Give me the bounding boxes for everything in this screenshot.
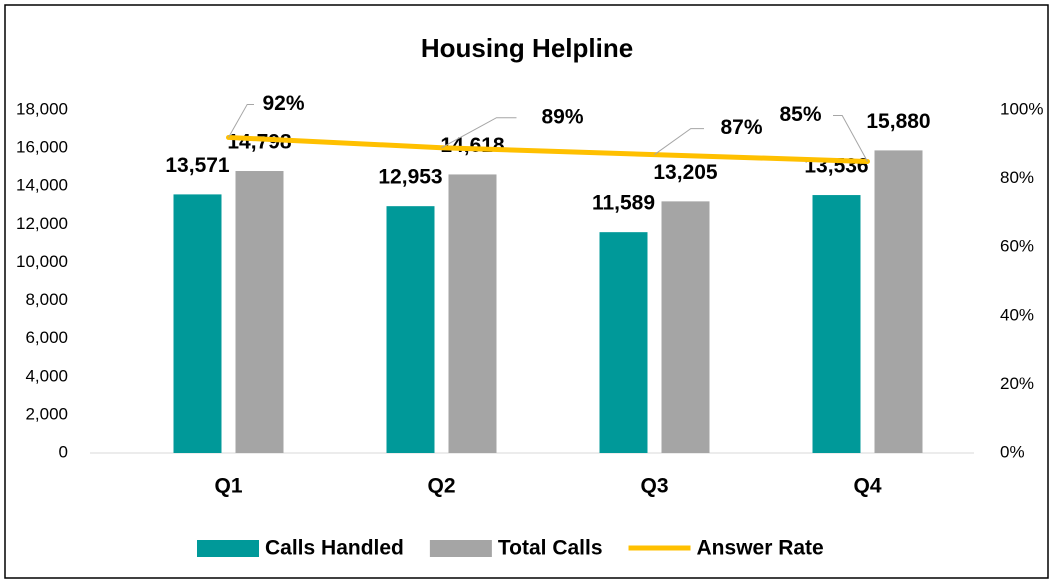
bar [874,150,923,454]
legend-label: Total Calls [498,537,603,560]
bar-value-label: 13,571 [165,154,230,177]
y2-tick-label: 40% [1000,305,1034,324]
bar-value-label: 13,205 [653,161,718,184]
leader-line [654,128,704,155]
y-tick-label: 12,000 [16,214,68,233]
legend-label: Calls Handled [265,537,404,560]
y-tick-label: 14,000 [16,176,68,195]
leader-line [833,114,868,162]
line-value-label: 92% [263,92,305,115]
x-tick-label: Q4 [853,475,881,498]
y-tick-label: 2,000 [25,404,68,423]
line-value-label: 89% [542,105,584,128]
y-tick-label: 18,000 [16,99,68,118]
y2-tick-label: 20% [1000,374,1034,393]
bar [448,174,497,453]
bar [235,171,284,454]
bar-value-label: 15,880 [866,110,930,133]
y-tick-label: 8,000 [25,290,68,309]
y2-tick-label: 0% [1000,442,1025,461]
x-tick-label: Q3 [640,475,668,498]
bar [599,232,648,453]
bar-value-label: 11,589 [592,192,655,215]
legend-swatch [429,540,492,557]
legend-label: Answer Rate [697,537,824,560]
line-value-label: 85% [779,103,821,126]
y2-tick-label: 60% [1000,237,1034,256]
x-tick-label: Q2 [427,475,455,498]
chart-title: Housing Helpline [421,33,633,63]
bar-value-label: 12,953 [378,166,442,189]
y-tick-label: 16,000 [16,138,68,157]
bar [812,195,861,453]
leader-line [228,103,254,138]
bar-value-label: 14,618 [440,134,505,157]
leader-line [441,117,517,149]
bar [661,201,710,453]
line-value-label: 87% [721,116,763,139]
y2-tick-label: 80% [1000,168,1034,187]
y-tick-label: 6,000 [25,328,68,347]
y2-tick-label: 100% [1000,99,1043,118]
x-tick-label: Q1 [214,475,242,498]
line [226,134,870,164]
bar [386,206,435,453]
y-tick-label: 0 [59,442,68,461]
y-tick-label: 10,000 [16,252,68,271]
legend-swatch [197,540,259,557]
bar [173,194,222,454]
y-tick-label: 4,000 [25,366,68,385]
